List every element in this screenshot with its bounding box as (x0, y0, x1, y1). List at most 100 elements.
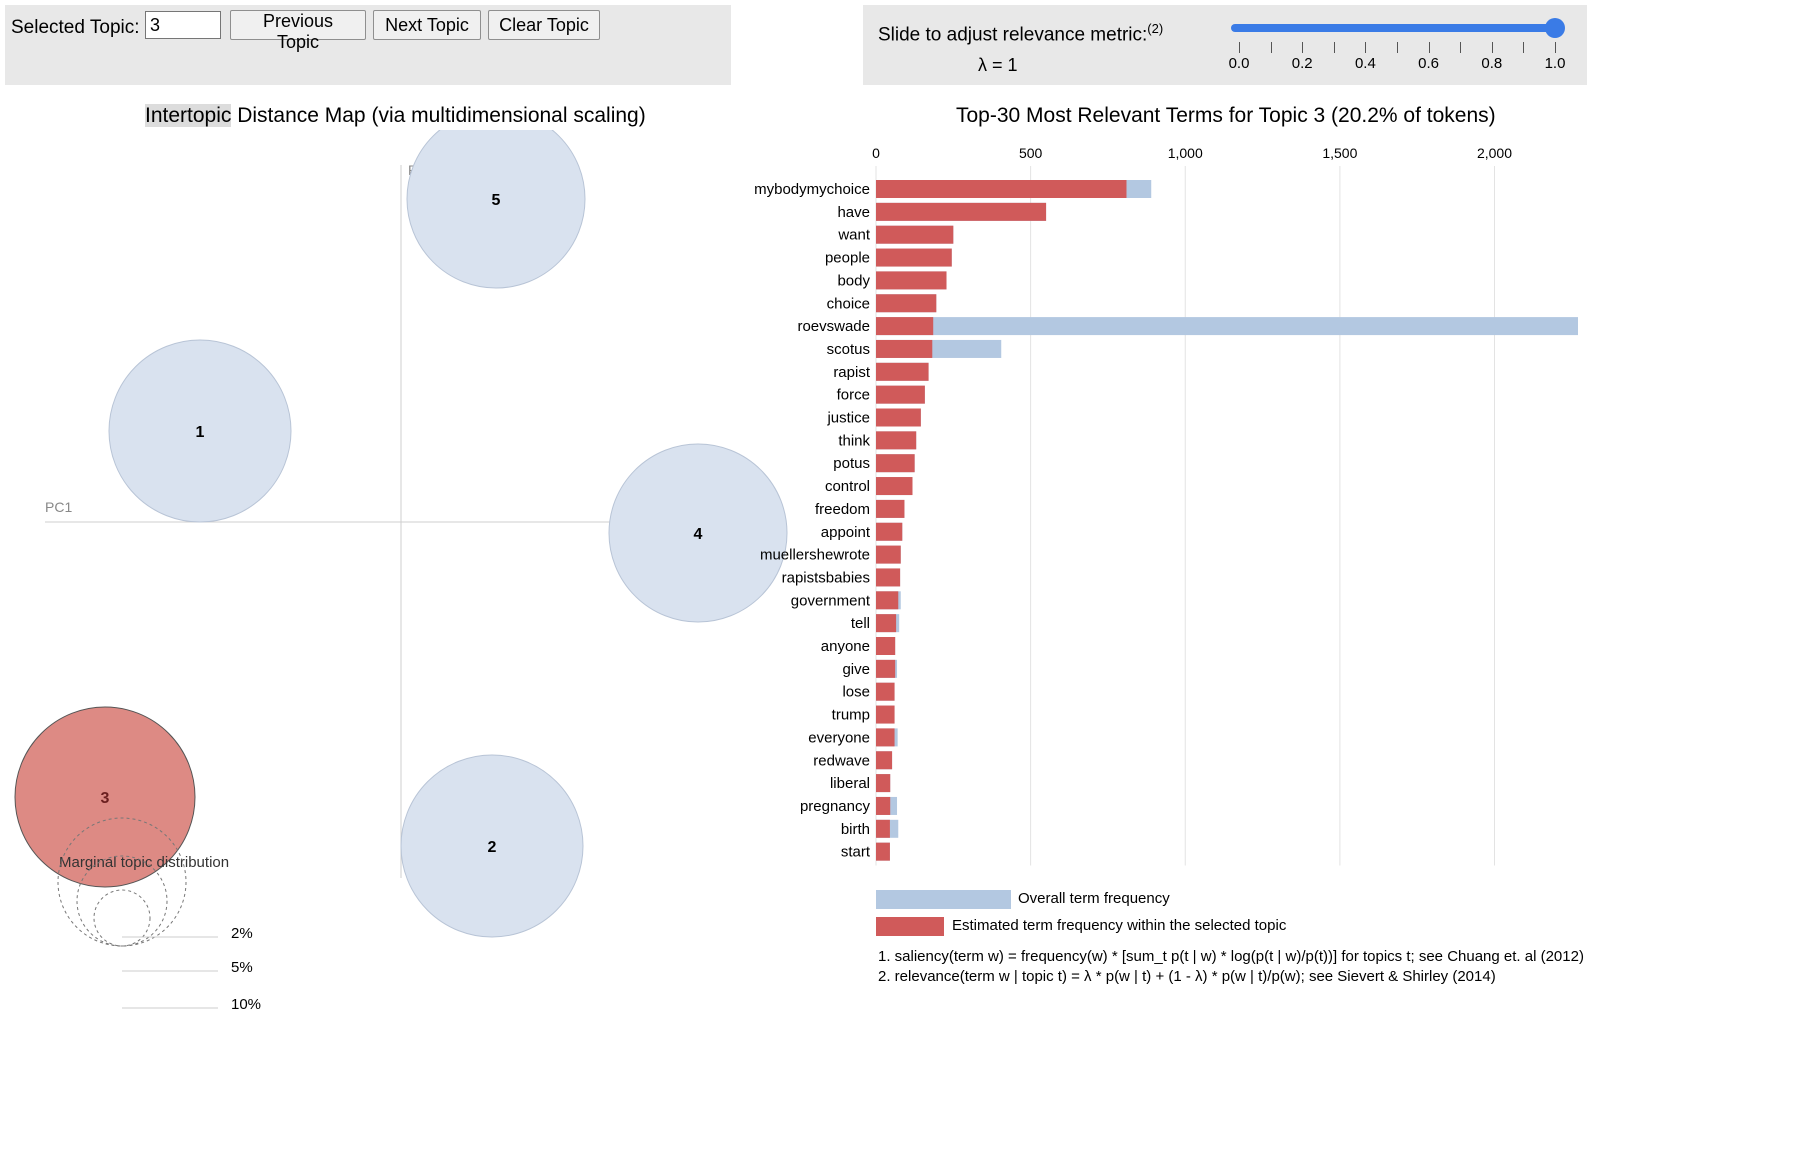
term-label-start[interactable]: start (841, 844, 871, 861)
topic-circle-3-selected[interactable]: 3 (14, 706, 196, 888)
term-label-rapist[interactable]: rapist (833, 364, 871, 381)
topic-bar-mybodymychoice[interactable] (876, 180, 1127, 198)
topic-bar-control[interactable] (876, 477, 913, 496)
topic-bar-pregnancy[interactable] (876, 796, 891, 815)
term-label-scotus[interactable]: scotus (827, 341, 870, 358)
term-label-birth[interactable]: birth (841, 821, 870, 838)
saliency-footnote: 1. saliency(term w) = frequency(w) * [su… (878, 948, 1584, 965)
previous-topic-button[interactable]: Previous Topic (230, 10, 366, 52)
topic-bar-roevswade[interactable] (876, 317, 934, 336)
topic-bar-everyone[interactable] (876, 728, 895, 747)
topic-1-bubble[interactable] (108, 339, 292, 523)
topic-bar-liberal[interactable] (876, 774, 891, 793)
slider-tick-label-2: 0.4 (1354, 55, 1376, 72)
term-label-have[interactable]: have (837, 204, 870, 221)
topic-bar-rapist[interactable] (876, 362, 929, 381)
topic-bar-want[interactable] (876, 225, 954, 244)
topic-circle-1[interactable]: 1 (108, 339, 292, 523)
topic-3-bubble[interactable] (14, 706, 196, 888)
term-label-tell[interactable]: tell (851, 615, 870, 632)
slider-tick (1239, 42, 1240, 53)
term-label-mybodymychoice[interactable]: mybodymychoice (754, 181, 870, 198)
topic-bar-choice[interactable] (876, 294, 937, 313)
lambda-slider-track[interactable] (1231, 24, 1555, 32)
slider-tick-label-5: 1.0 (1544, 55, 1566, 72)
relevance-footnote: (2) (1147, 21, 1164, 36)
term-label-trump[interactable]: trump (832, 707, 870, 724)
term-label-think[interactable]: think (838, 432, 870, 449)
legend-topic-label: Estimated term frequency within the sele… (952, 917, 1287, 934)
topic-circle-5[interactable]: 5 (406, 130, 586, 289)
marginal-circle-10pct (57, 817, 187, 947)
term-label-government[interactable]: government (791, 592, 871, 609)
x-tick-label: 1,000 (1168, 145, 1203, 161)
topic-bar-force[interactable] (876, 385, 925, 404)
slider-tick (1491, 42, 1493, 53)
term-label-body[interactable]: body (837, 272, 870, 289)
topic-bar-scotus[interactable] (876, 339, 933, 358)
topic-circle-4[interactable]: 4 (608, 443, 788, 623)
topic-bar-think[interactable] (876, 431, 917, 450)
topic-bar-rapistsbabies[interactable] (876, 568, 901, 587)
term-label-muellershewrote[interactable]: muellershewrote (760, 547, 870, 564)
topic-bar-start[interactable] (876, 842, 890, 861)
topic-bar-anyone[interactable] (876, 637, 896, 655)
term-label-lose[interactable]: lose (842, 684, 870, 701)
intertopic-map-title: Intertopic Distance Map (via multidimens… (145, 104, 646, 127)
marginal-circle-5pct (76, 855, 168, 947)
term-label-roevswade[interactable]: roevswade (797, 318, 870, 335)
term-label-people[interactable]: people (825, 250, 870, 267)
term-label-give[interactable]: give (842, 661, 870, 678)
term-label-force[interactable]: force (837, 387, 870, 404)
next-topic-button[interactable]: Next Topic (373, 10, 481, 40)
topic-3-label: 3 (101, 790, 110, 807)
clear-topic-button[interactable]: Clear Topic (488, 10, 600, 40)
topic-circle-2[interactable]: 2 (400, 754, 584, 938)
term-label-choice[interactable]: choice (827, 295, 870, 312)
topic-bar-trump[interactable] (876, 705, 895, 724)
topic-bar-birth[interactable] (876, 819, 890, 838)
term-label-want[interactable]: want (837, 227, 871, 244)
topic-4-bubble[interactable] (608, 443, 788, 623)
topic-bar-potus[interactable] (876, 454, 915, 473)
topic-bar-body[interactable] (876, 271, 947, 290)
topic-bar-tell[interactable] (876, 614, 897, 633)
term-label-everyone[interactable]: everyone (808, 729, 870, 746)
topic-1-label: 1 (196, 424, 205, 441)
slider-tick (1333, 42, 1335, 53)
lambda-slider-thumb[interactable] (1545, 18, 1565, 38)
term-label-anyone[interactable]: anyone (821, 638, 870, 655)
topic-bar-government[interactable] (876, 591, 899, 610)
marginal-distribution-label: Marginal topic distribution (59, 854, 229, 871)
term-label-justice[interactable]: justice (826, 410, 870, 427)
term-label-potus[interactable]: potus (833, 455, 870, 472)
marginal-circle-2pct (93, 889, 151, 947)
relevance-footnote-text: 2. relevance(term w | topic t) = λ * p(w… (878, 968, 1496, 985)
marginal-label-5pct: 5% (231, 959, 253, 976)
topic-bar-give[interactable] (876, 659, 896, 678)
topic-bar-have[interactable] (876, 202, 1047, 221)
slider-tick (1270, 42, 1272, 53)
term-label-liberal[interactable]: liberal (830, 775, 870, 792)
topic-bar-people[interactable] (876, 248, 952, 267)
topic-bar-justice[interactable] (876, 408, 921, 427)
slider-tick (1428, 42, 1430, 53)
term-label-control[interactable]: control (825, 478, 870, 495)
relevance-slider-label: Slide to adjust relevance metric:(2) (878, 21, 1164, 46)
term-label-pregnancy[interactable]: pregnancy (800, 798, 871, 815)
topic-bar-appoint[interactable] (876, 522, 903, 541)
topic-bar-muellershewrote[interactable] (876, 545, 901, 564)
term-label-freedom[interactable]: freedom (815, 501, 870, 518)
term-label-appoint[interactable]: appoint (821, 524, 871, 541)
overall-bar-roevswade[interactable] (876, 317, 1578, 336)
topic-bar-freedom[interactable] (876, 499, 905, 518)
term-label-rapistsbabies[interactable]: rapistsbabies (782, 569, 870, 586)
topic-5-bubble[interactable] (406, 130, 586, 289)
topic-bar-lose[interactable] (876, 682, 895, 701)
selected-topic-input[interactable] (145, 11, 221, 39)
term-label-redwave[interactable]: redwave (813, 752, 870, 769)
topic-2-bubble[interactable] (400, 754, 584, 938)
topic-bar-redwave[interactable] (876, 751, 893, 770)
intertopic-distance-map: PC2 PC1 5 1 4 2 3 Marginal topic distrib… (14, 130, 788, 1013)
slider-tick (1523, 42, 1525, 53)
